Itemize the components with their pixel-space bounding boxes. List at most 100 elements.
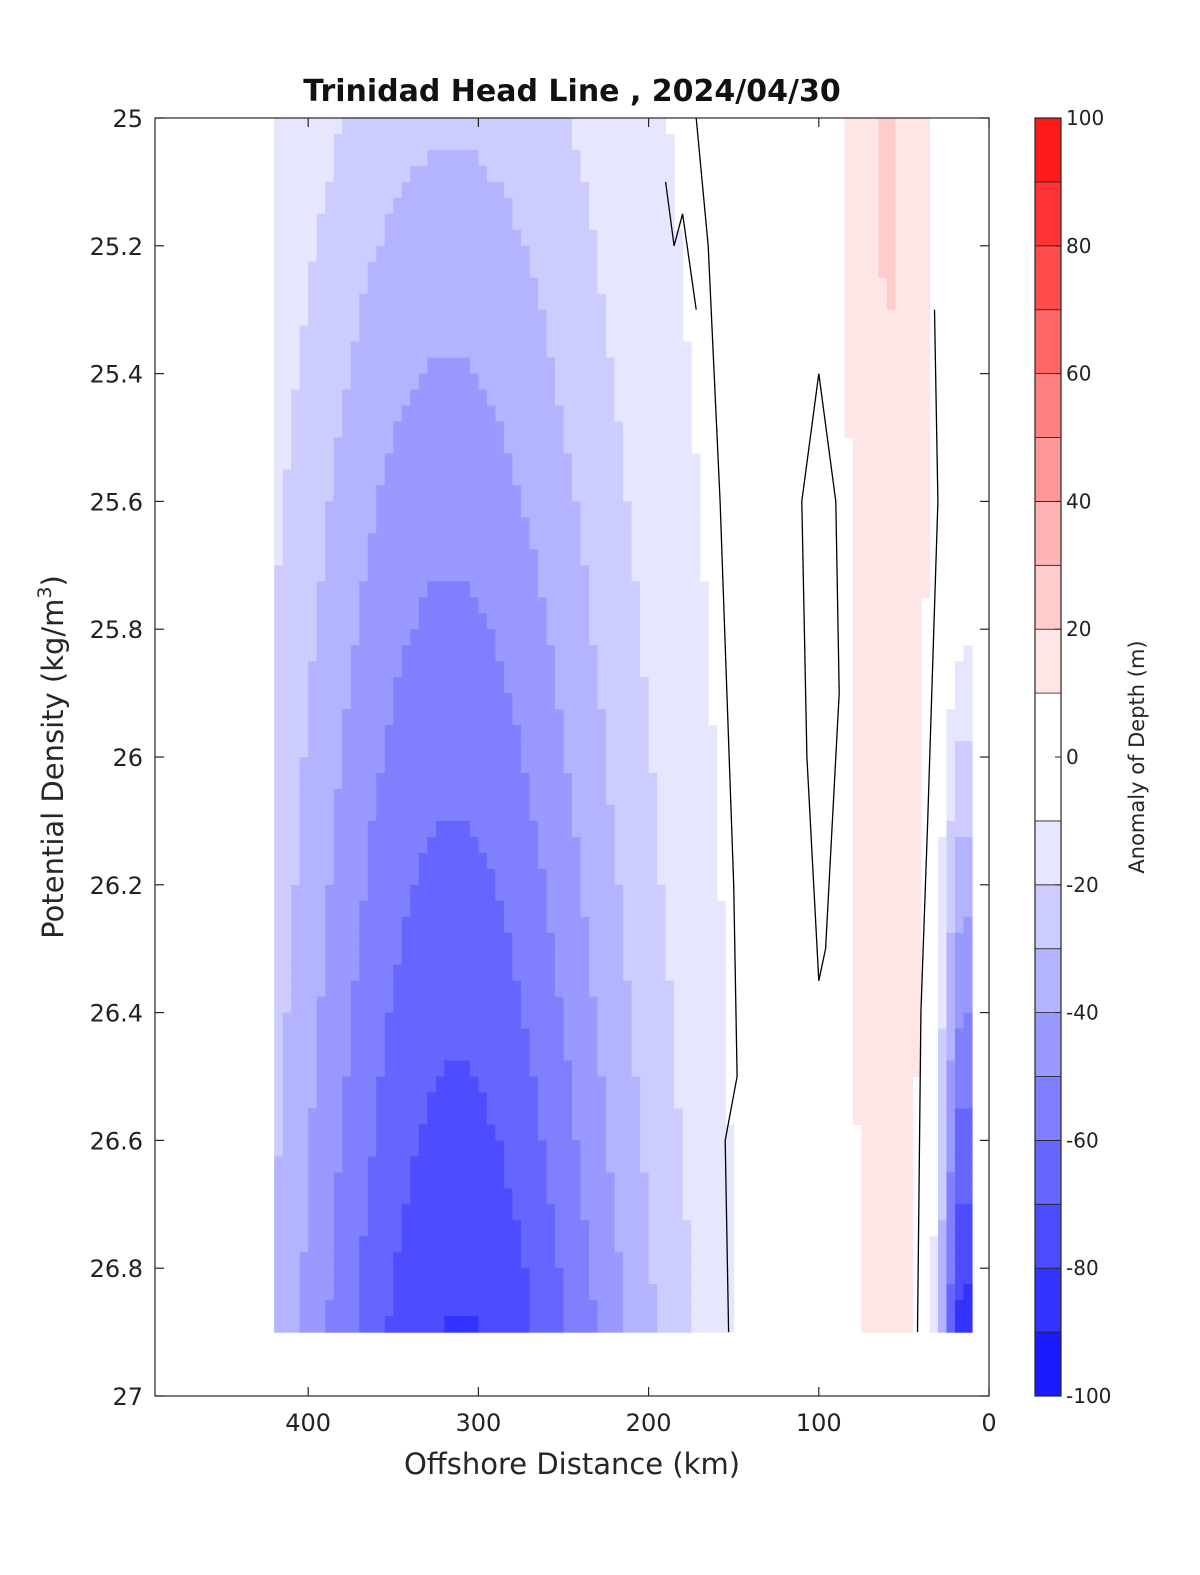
contour-cell — [852, 245, 862, 263]
contour-cell — [435, 1124, 445, 1141]
contour-cell — [674, 1140, 684, 1157]
contour-cell — [529, 549, 539, 566]
contour-cell — [333, 501, 343, 518]
contour-cell — [350, 1284, 360, 1301]
contour-cell — [529, 645, 539, 662]
contour-cell — [580, 533, 590, 550]
contour-cell — [674, 1156, 684, 1173]
contour-cell — [554, 996, 565, 1014]
contour-cell — [359, 1060, 369, 1078]
contour-cell — [529, 213, 539, 231]
contour-cell — [861, 149, 871, 167]
contour-cell — [427, 1044, 437, 1062]
contour-cell — [665, 900, 675, 918]
contour-cell — [478, 1252, 488, 1269]
contour-cell — [282, 677, 292, 694]
contour-cell — [572, 165, 582, 183]
contour-cell — [427, 1092, 437, 1110]
contour-cell — [861, 1108, 871, 1126]
contour-cell — [529, 820, 539, 838]
contour-cell — [282, 389, 292, 407]
contour-cell — [954, 948, 965, 966]
contour-cell — [631, 229, 641, 247]
contour-cell — [623, 804, 633, 822]
contour-cell — [529, 1220, 539, 1237]
contour-cell — [350, 1092, 360, 1110]
contour-cell — [469, 661, 479, 678]
contour-cell — [359, 1252, 369, 1269]
contour-cell — [418, 549, 428, 566]
contour-cell — [274, 996, 284, 1014]
contour-cell — [682, 581, 692, 598]
contour-cell — [529, 405, 539, 423]
contour-cell — [299, 932, 309, 950]
contour-cell — [614, 533, 624, 550]
contour-cell — [963, 1236, 973, 1253]
contour-cell — [895, 341, 905, 359]
contour-cell — [554, 629, 565, 646]
contour-cell — [614, 1188, 624, 1205]
contour-cell — [606, 1060, 616, 1078]
contour-cell — [486, 757, 497, 774]
contour-cell — [299, 709, 309, 726]
contour-cell — [367, 597, 377, 614]
contour-cell — [274, 741, 284, 758]
contour-cell — [342, 389, 352, 407]
contour-cell — [274, 884, 284, 902]
contour-cell — [716, 1300, 726, 1317]
contour-cell — [376, 1060, 386, 1078]
contour-cell — [461, 181, 471, 199]
contour-cell — [963, 788, 973, 806]
contour-cell — [418, 118, 428, 135]
contour-cell — [299, 1172, 309, 1189]
contour-cell — [427, 277, 437, 295]
contour-cell — [469, 1140, 479, 1157]
contour-cell — [410, 757, 420, 774]
contour-cell — [725, 1316, 735, 1333]
contour-cell — [589, 533, 599, 550]
contour-cell — [325, 741, 335, 758]
contour-cell — [589, 373, 599, 391]
contour-cell — [401, 852, 411, 870]
contour-cell — [282, 1012, 292, 1030]
contour-cell — [563, 900, 573, 918]
contour-cell — [427, 197, 437, 215]
contour-cell — [665, 788, 675, 806]
contour-cell — [384, 804, 394, 822]
contour-cell — [299, 373, 309, 391]
contour-cell — [350, 245, 360, 263]
contour-cell — [623, 325, 633, 343]
contour-cell — [640, 1172, 650, 1189]
contour-cell — [376, 1188, 386, 1205]
contour-cell — [563, 677, 573, 694]
contour-cell — [937, 1300, 948, 1317]
contour-cell — [716, 1268, 726, 1285]
contour-cell — [963, 677, 973, 694]
contour-cell — [606, 373, 616, 391]
contour-cell — [376, 1140, 386, 1157]
contour-cell — [376, 1076, 386, 1094]
contour-cell — [435, 836, 445, 854]
contour-cell — [418, 645, 428, 662]
contour-cell — [623, 453, 633, 471]
contour-cell — [427, 932, 437, 950]
contour-cell — [572, 1012, 582, 1030]
contour-cell — [342, 725, 352, 742]
contour-cell — [495, 533, 505, 550]
contour-cell — [869, 565, 879, 582]
contour-cell — [580, 229, 590, 247]
contour-cell — [640, 804, 650, 822]
contour-cell — [895, 453, 905, 471]
contour-cell — [937, 1316, 948, 1333]
contour-cell — [435, 1044, 445, 1062]
contour-cell — [486, 309, 497, 327]
contour-cell — [665, 757, 675, 774]
contour-cell — [895, 757, 905, 774]
contour-cell — [367, 645, 377, 662]
contour-cell — [597, 1124, 607, 1141]
contour-cell — [589, 341, 599, 359]
contour-cell — [682, 900, 692, 918]
contour-cell — [861, 581, 871, 598]
contour-cell — [554, 980, 565, 998]
contour-cell — [503, 948, 514, 966]
